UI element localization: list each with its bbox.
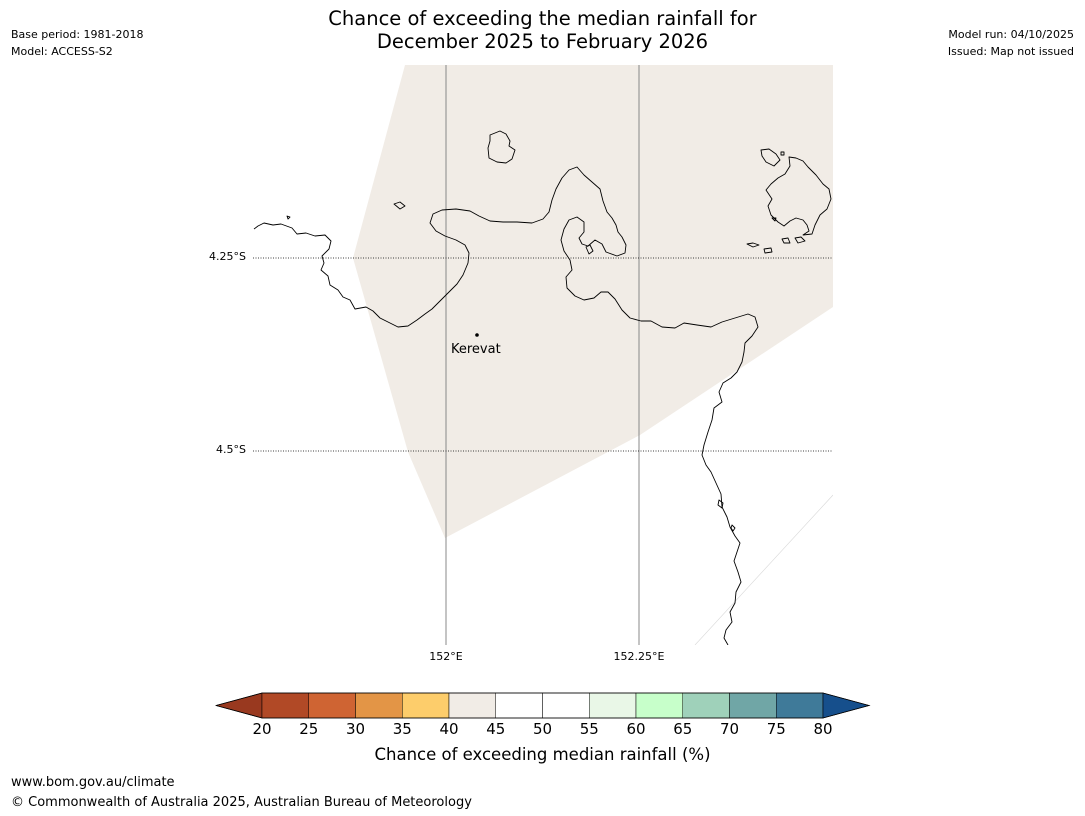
coastline	[781, 237, 791, 244]
coastline	[794, 236, 806, 244]
model-text: Model: ACCESS-S2	[11, 45, 113, 58]
colorbar-tick-label: 75	[766, 720, 786, 738]
colorbar	[214, 692, 871, 719]
colorbar-bin	[355, 692, 403, 719]
colorbar-title: Chance of exceeding median rainfall (%)	[374, 745, 711, 764]
colorbar-bin	[448, 692, 496, 719]
footer-url: www.bom.gov.au/climate	[11, 775, 175, 790]
title-line-2: December 2025 to February 2026	[376, 30, 709, 53]
colorbar-tick-label: 40	[439, 720, 459, 738]
coastline	[585, 244, 594, 255]
colorbar-bin	[495, 692, 543, 719]
base-period-text: Base period: 1981-2018	[11, 28, 144, 41]
colorbar-bin	[635, 692, 683, 719]
colorbar-bin	[682, 692, 730, 719]
colorbar-tick-label: 25	[299, 720, 319, 738]
coastline	[730, 524, 736, 532]
colorbar-bin	[729, 692, 777, 719]
header-meta-left: Base period: 1981-2018 Model: ACCESS-S2	[11, 26, 143, 60]
latitude-label: 4.5°S	[216, 443, 246, 456]
colorbar-bin	[776, 692, 824, 719]
colorbar-over-arrow	[822, 692, 871, 719]
colorbar-tick-label: 45	[486, 720, 506, 738]
colorbar-bin	[542, 692, 590, 719]
map-title: Chance of exceeding the median rainfall …	[0, 7, 1085, 53]
coastline	[760, 148, 781, 167]
grid-cell-edge	[694, 494, 833, 645]
header-meta-right: Model run: 04/10/2025 Issued: Map not is…	[948, 26, 1074, 60]
colorbar-bin	[261, 692, 309, 719]
colorbar-bin	[589, 692, 637, 719]
colorbar-tick-label: 30	[345, 720, 366, 738]
coastline	[780, 151, 785, 156]
footer-copyright: © Commonwealth of Australia 2025, Austra…	[11, 795, 472, 810]
coastline	[765, 156, 832, 236]
coastline	[771, 217, 777, 222]
coastline	[286, 215, 291, 220]
latitude-label: 4.25°S	[209, 250, 246, 263]
title-line-1: Chance of exceeding the median rainfall …	[328, 7, 757, 30]
issued-text: Issued: Map not issued	[947, 45, 1074, 58]
town-label-kerevat: Kerevat	[451, 342, 501, 357]
longitude-label: 152.25°E	[613, 650, 665, 663]
colorbar-bin	[308, 692, 356, 719]
forecast-region	[353, 65, 833, 538]
colorbar-tick-label: 20	[252, 720, 272, 738]
longitude-label: 152°E	[429, 650, 463, 663]
coastline	[763, 247, 773, 254]
colorbar-under-arrow	[214, 692, 263, 719]
colorbar-tick-label: 50	[532, 720, 553, 738]
colorbar-tick-label: 55	[579, 720, 599, 738]
colorbar-bin	[402, 692, 450, 719]
coastline	[253, 166, 759, 645]
coastline	[487, 130, 516, 164]
colorbar-tick-label: 60	[626, 720, 646, 738]
coastline	[393, 201, 406, 210]
colorbar-tick-label: 70	[719, 720, 740, 738]
town-marker-kerevat	[475, 333, 479, 337]
coastline	[717, 499, 724, 509]
model-run-text: Model run: 04/10/2025	[948, 28, 1074, 41]
coastline	[746, 242, 760, 248]
colorbar-tick-label: 80	[813, 720, 833, 738]
colorbar-tick-label: 65	[673, 720, 693, 738]
colorbar-outline	[215, 692, 871, 719]
colorbar-tick-label: 35	[392, 720, 412, 738]
